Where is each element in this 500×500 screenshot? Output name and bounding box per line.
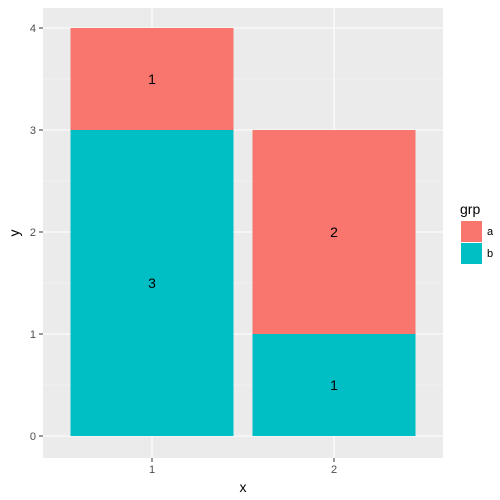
- y-tick-label: 2: [30, 227, 36, 239]
- y-axis-title: y: [6, 230, 22, 237]
- bar-value-label: 2: [330, 224, 338, 240]
- legend-key-b: [461, 243, 482, 264]
- bar-value-label: 3: [148, 275, 156, 291]
- y-tick-label: 4: [30, 23, 36, 35]
- legend-title: grp: [460, 201, 480, 217]
- x-axis-title: x: [240, 479, 247, 495]
- x-tick-label: 2: [331, 464, 337, 476]
- legend: grp ab: [460, 201, 494, 264]
- bar-labels: 3 1 1 2: [148, 71, 338, 393]
- bars: [70, 28, 416, 436]
- bar-value-label: 1: [330, 377, 338, 393]
- bar-value-label: 1: [148, 71, 156, 87]
- y-tick-label: 3: [30, 125, 36, 137]
- bar-b-2: [252, 334, 416, 436]
- bar-a-2: [252, 130, 416, 334]
- bar-a-1: [70, 28, 234, 130]
- y-axis: 0 1 2 3 4: [30, 23, 43, 443]
- legend-key-a: [461, 221, 482, 242]
- x-tick-label: 1: [149, 464, 155, 476]
- legend-label: b: [487, 248, 493, 260]
- y-tick-label: 1: [30, 329, 36, 341]
- bar-b-1: [70, 130, 234, 436]
- y-tick-label: 0: [30, 431, 36, 443]
- legend-label: a: [487, 226, 494, 238]
